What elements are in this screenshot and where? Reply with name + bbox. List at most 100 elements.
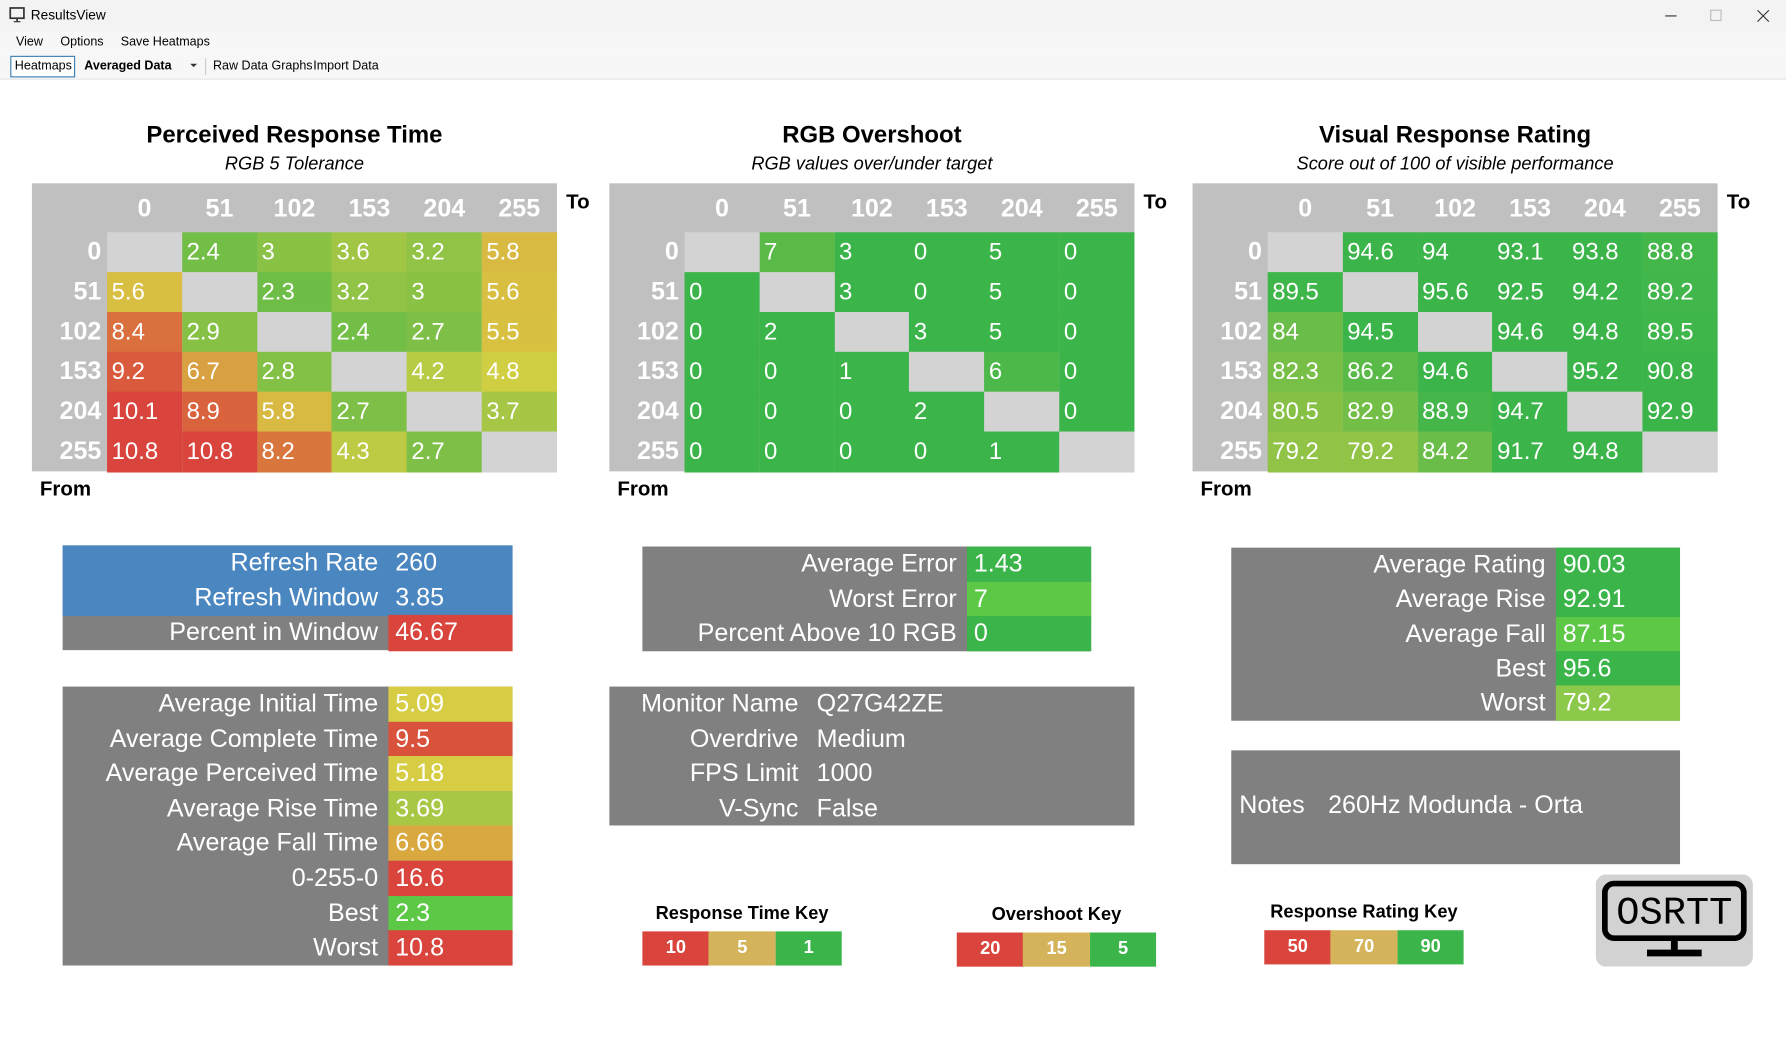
heatmap-cell: 82.3 [1267, 351, 1344, 393]
column-label: 204 [1000, 193, 1043, 223]
stat-label: Average Initial Time [158, 688, 379, 718]
heatmap-cell: 0 [909, 431, 985, 472]
heatmap-cell: 94.6 [1492, 311, 1569, 353]
stat-label: Percent Above 10 RGB [697, 618, 957, 647]
heatmap-cell: 0 [1059, 311, 1135, 353]
menu-item[interactable]: Save Heatmaps [120, 35, 210, 49]
toolbar-button[interactable]: Import Data [313, 59, 379, 73]
heatmap-cell: 82.9 [1342, 391, 1419, 433]
window-controls[interactable] [1640, 0, 1786, 32]
from-label: From [39, 477, 92, 500]
diagonal-cell [684, 232, 761, 273]
heatmap-cell: 7 [759, 232, 835, 273]
heatmap-cell: 89.5 [1267, 272, 1344, 313]
window-title: ResultsView [30, 6, 106, 23]
heatmap-cell: 4.8 [481, 351, 558, 393]
heatmap-cell: 8.2 [256, 431, 333, 472]
heatmap-cell: 10.8 [107, 431, 183, 472]
stat-label: Refresh Window [62, 580, 389, 616]
row-label: 102 [1220, 316, 1263, 345]
diagonal-cell [834, 311, 910, 353]
heatmap-cell: 2.3 [256, 272, 333, 313]
heatmap-cell: 5 [984, 311, 1060, 353]
monitor-value: Medium [816, 723, 906, 753]
heatmap-cell: 0 [684, 311, 761, 353]
stat-value: 92.91 [1555, 582, 1681, 618]
diagonal-cell [1417, 311, 1494, 353]
tool-bar [0, 54, 1786, 80]
heatmap-cell: 0 [684, 272, 761, 313]
toolbar-button[interactable]: Raw Data Graphs [212, 59, 313, 73]
row-label: 51 [73, 276, 102, 306]
stat-label: Worst [313, 932, 379, 962]
tab-heatmaps[interactable]: Heatmaps [14, 59, 72, 73]
heatmap-cell: 2.4 [331, 311, 408, 353]
heatmap-cell: 5.8 [256, 391, 333, 433]
heatmap-cell: 3 [406, 272, 483, 313]
heatmap-cell: 2.9 [182, 311, 258, 353]
diagonal-cell [331, 351, 408, 393]
heatmap-cell: 94.6 [1417, 351, 1494, 393]
heatmap-cell: 93.8 [1567, 232, 1643, 273]
heatmap-cell: 0 [909, 272, 985, 313]
heatmap-cell: 79.2 [1342, 431, 1419, 472]
row-label: 51 [1234, 276, 1263, 306]
column-label: 102 [273, 193, 316, 223]
heatmap-cell: 94.5 [1342, 311, 1419, 353]
heatmap-cell: 2 [759, 311, 835, 353]
menu-item[interactable]: View [15, 35, 43, 49]
monitor-label: FPS Limit [689, 758, 799, 787]
separator [205, 58, 207, 76]
stat-label: Worst Error [829, 583, 957, 612]
stat-value: 7 [967, 581, 1092, 617]
stat-value: 87.15 [1555, 616, 1681, 652]
heatmap-cell: 5.5 [481, 311, 558, 353]
menu-item[interactable]: Options [60, 35, 104, 49]
heatmap-cell: 0 [684, 431, 761, 472]
stat-label: Refresh Rate [62, 545, 389, 581]
diagonal-cell [406, 391, 483, 433]
column-label: 153 [348, 193, 391, 223]
key-cell: 70 [1330, 930, 1398, 965]
row-label: 255 [59, 436, 102, 465]
stat-value: 5.09 [388, 686, 513, 722]
monitor-value: False [816, 793, 878, 822]
row-label: 102 [59, 316, 102, 345]
stat-label: Best [327, 897, 379, 927]
heatmap-cell: 92.9 [1642, 391, 1718, 433]
dropdown-arrow[interactable] [189, 63, 198, 70]
heatmap-cell: 3 [909, 311, 985, 353]
row-label: 204 [1220, 396, 1263, 425]
heatmap-cell: 79.2 [1267, 431, 1344, 472]
stat-value: 2.3 [388, 895, 513, 932]
column-label: 204 [1584, 193, 1626, 223]
stat-value: 46.67 [388, 615, 513, 651]
stat-label: Worst [1480, 687, 1546, 717]
stat-value: 16.6 [388, 860, 513, 897]
heatmap-cell: 8.9 [182, 391, 258, 433]
monitor-value: 1000 [816, 758, 873, 787]
column-label: 204 [423, 193, 466, 223]
stat-value: 0 [967, 615, 1092, 652]
diagonal-cell [759, 272, 835, 313]
to-label: To [566, 190, 590, 213]
diagonal-cell [1492, 351, 1569, 393]
diagonal-cell [1642, 431, 1718, 472]
app-icon [9, 7, 25, 23]
column-label: 51 [783, 193, 811, 223]
column-label: 0 [137, 193, 152, 223]
stat-label: Average Rise [1395, 584, 1546, 613]
dropdown[interactable]: Averaged Data [84, 59, 172, 73]
heatmap-cell: 84 [1267, 311, 1344, 353]
heatmap-cell: 80.5 [1267, 391, 1344, 433]
heatmap-cell: 2.7 [406, 311, 483, 353]
monitor-panel [609, 686, 1135, 826]
key-cell: 50 [1264, 930, 1332, 965]
monitor-label: V-Sync [719, 793, 799, 822]
row-label: 204 [637, 396, 679, 425]
heatmap-subtitle: Score out of 100 of visible performance [1296, 154, 1614, 175]
stat-value: 1.43 [967, 546, 1092, 582]
row-label: 204 [59, 396, 102, 425]
column-label: 255 [1658, 193, 1701, 223]
